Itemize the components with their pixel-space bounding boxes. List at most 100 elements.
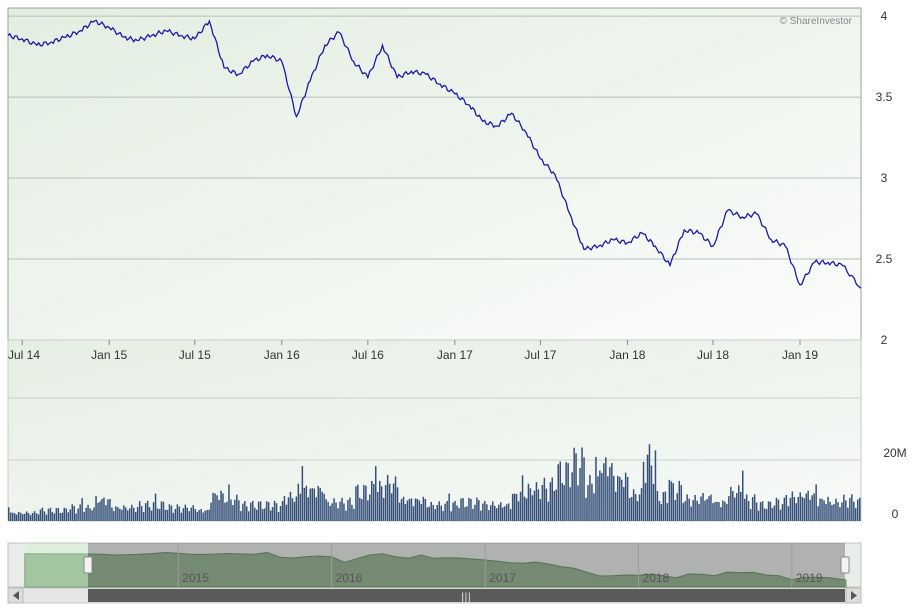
volume-bar: [476, 497, 478, 521]
volume-bar: [511, 494, 514, 521]
volume-bar: [593, 493, 595, 521]
volume-bar: [212, 492, 214, 521]
navigator-handle[interactable]: [83, 556, 93, 574]
volume-bar: [190, 507, 192, 521]
volume-bar: [206, 510, 208, 521]
volume-bar: [607, 476, 609, 521]
volume-bar: [714, 502, 716, 521]
volume-bar: [168, 504, 171, 521]
volume-bar: [501, 507, 504, 521]
volume-bar: [337, 508, 339, 521]
volume-bar: [672, 483, 674, 521]
volume-bar: [706, 499, 708, 521]
volume-bar: [408, 498, 411, 521]
volume-bar: [718, 502, 720, 521]
volume-bar: [751, 497, 754, 521]
volume-bar: [664, 491, 667, 521]
volume-bar: [446, 501, 448, 521]
volume-bar: [428, 506, 430, 521]
price-line: [7, 19, 862, 289]
volume-bar: [329, 506, 331, 521]
volume-bar: [242, 503, 244, 521]
price-plot-area: [7, 7, 862, 341]
volume-bar: [436, 505, 438, 521]
volume-bar: [138, 501, 141, 521]
volume-bar: [265, 501, 268, 521]
volume-bar: [559, 461, 561, 521]
volume-bar: [353, 508, 355, 521]
volume-bar: [595, 456, 597, 521]
volume-bar: [121, 509, 123, 521]
volume-bar: [543, 477, 546, 521]
volume-bar: [831, 505, 833, 521]
volume-bar: [416, 498, 419, 521]
volume-y-tick-label: 0: [892, 507, 899, 521]
volume-bar: [15, 514, 18, 521]
volume-bar: [613, 475, 615, 521]
volume-bar: [204, 510, 206, 521]
volume-bar: [597, 476, 599, 521]
volume-bar: [507, 503, 510, 521]
volume-bar: [440, 505, 442, 521]
volume-bar: [529, 488, 532, 521]
volume-bar: [630, 497, 633, 521]
volume-bar: [553, 490, 555, 521]
volume-bar: [396, 487, 399, 521]
volume-bar: [434, 509, 436, 521]
volume-bar: [172, 512, 175, 521]
volume-bar: [835, 498, 837, 521]
volume-bar: [377, 492, 379, 521]
volume-bar: [482, 503, 484, 521]
volume-bar: [781, 504, 784, 521]
price-y-tick-label: 3: [881, 171, 888, 185]
volume-bar: [89, 508, 91, 521]
volume-bar: [135, 511, 137, 521]
volume-bar: [125, 507, 127, 521]
volume-bar: [747, 501, 750, 521]
volume-bar: [293, 501, 296, 521]
navigator-handle[interactable]: [840, 556, 850, 574]
volume-bar: [283, 496, 286, 521]
navigator-selection: [88, 543, 845, 587]
volume-bar: [188, 511, 190, 521]
x-tick-label: Jul 18: [697, 348, 729, 362]
volume-bar: [182, 508, 185, 521]
volume-bar: [623, 487, 625, 521]
x-tick-label: Jul 17: [524, 348, 556, 362]
volume-bar: [226, 501, 228, 521]
volume-bar: [57, 507, 60, 521]
volume-bar: [87, 504, 89, 521]
volume-bar: [442, 511, 444, 521]
volume-bar: [321, 491, 323, 521]
volume-bar: [10, 512, 12, 521]
volume-bar: [531, 495, 534, 521]
navigator-year-label: 2015: [182, 571, 209, 585]
volume-bar: [156, 508, 159, 521]
volume-bar: [119, 508, 121, 521]
volume-bar: [186, 507, 188, 521]
volume-bar: [680, 485, 682, 521]
volume-bar: [486, 504, 488, 521]
volume-bar: [31, 513, 34, 521]
volume-bar: [438, 501, 440, 521]
volume-bar: [541, 484, 544, 521]
volume-bar: [468, 497, 470, 521]
volume-bar: [817, 506, 819, 521]
volume-bar: [295, 496, 298, 521]
volume-y-tick-label: 20M: [883, 446, 906, 460]
volume-bar: [561, 483, 563, 521]
volume-bar: [67, 512, 69, 521]
volume-bar: [682, 503, 684, 521]
scrollbar-thumb[interactable]: [88, 589, 845, 602]
volume-bar: [261, 509, 264, 521]
volume-bar: [180, 512, 183, 521]
volume-bar: [690, 506, 692, 521]
volume-bar: [549, 482, 552, 521]
volume-bar: [517, 501, 520, 521]
volume-bar: [670, 481, 673, 521]
volume-bar: [63, 507, 65, 521]
volume-bar: [410, 498, 413, 521]
volume-bar: [809, 499, 811, 521]
volume-bar: [478, 500, 480, 521]
volume-bar: [803, 498, 805, 521]
